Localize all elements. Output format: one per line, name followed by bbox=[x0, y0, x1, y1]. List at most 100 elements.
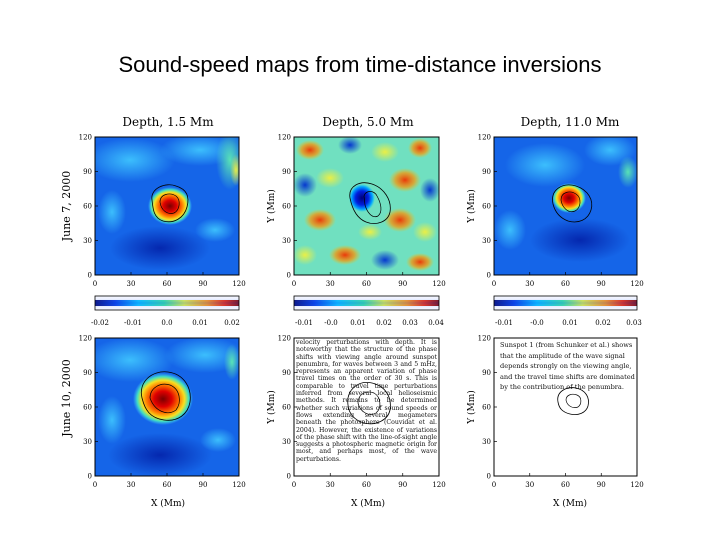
cb1-tick: 0.02 bbox=[224, 319, 240, 327]
x-tick-label-r1c3: 0 bbox=[492, 280, 496, 288]
colorbar-1-ticks: -0.02 -0.01 0.0 0.01 0.02 bbox=[91, 319, 240, 327]
x-tick-label-r2c2: 90 bbox=[398, 481, 407, 489]
axis-ticks: 0030306060909012012000303060609090120120… bbox=[79, 134, 644, 490]
patch bbox=[338, 137, 362, 154]
y-tick-label-r2c1: 90 bbox=[83, 369, 92, 377]
patch bbox=[358, 224, 382, 240]
patch bbox=[95, 138, 175, 182]
text-block-middle: velocity perturbations with depth. It is… bbox=[296, 339, 437, 463]
patch bbox=[505, 143, 585, 187]
contour-r2c2 bbox=[347, 382, 391, 425]
y-tick-label-r2c2: 90 bbox=[282, 369, 291, 377]
patch bbox=[224, 344, 239, 380]
contour-r1c1 bbox=[151, 184, 189, 223]
ylabel-r1c3: Y (Mm) bbox=[466, 189, 477, 224]
patch bbox=[420, 178, 439, 202]
x-tick-label-r1c2: 0 bbox=[292, 280, 296, 288]
y-tick-label-r1c2: 120 bbox=[278, 134, 291, 142]
cb3-tick: 0.01 bbox=[562, 319, 578, 327]
y-tick-label-r2c1: 0 bbox=[88, 473, 92, 481]
cb3-tick: 0.03 bbox=[626, 319, 642, 327]
contour-r2c1-inner bbox=[149, 383, 180, 413]
heatmap-r2c1 bbox=[95, 338, 239, 476]
x-tick-label-r1c1: 0 bbox=[93, 280, 97, 288]
x-tick-label-r1c1: 90 bbox=[199, 280, 208, 288]
panel-title-3: Depth, 11.0 Mm bbox=[521, 115, 620, 129]
xlabel-c3: X (Mm) bbox=[553, 498, 587, 509]
x-tick-label-r1c1: 120 bbox=[232, 280, 245, 288]
patch bbox=[371, 250, 399, 270]
cb1-tick: -0.01 bbox=[124, 319, 142, 327]
row-label-2: June 10, 2000 bbox=[60, 359, 73, 438]
patch bbox=[371, 142, 399, 162]
cb3-tick: -0.01 bbox=[495, 319, 513, 327]
y-tick-label-r2c2: 30 bbox=[282, 438, 291, 446]
contour-r1c3 bbox=[552, 184, 593, 223]
y-tick-label-r1c2: 0 bbox=[287, 272, 291, 280]
y-tick-label-r2c3: 120 bbox=[478, 335, 491, 343]
cb3-tick: -0.0 bbox=[530, 319, 544, 327]
y-tick-label-r2c2: 0 bbox=[287, 473, 291, 481]
y-tick-label-r2c3: 30 bbox=[482, 438, 491, 446]
panel-title-1: Depth, 1.5 Mm bbox=[122, 115, 214, 129]
patch bbox=[95, 338, 174, 382]
spot-feature bbox=[349, 184, 375, 212]
patch bbox=[304, 209, 336, 231]
xlabel-c2: X (Mm) bbox=[351, 498, 385, 509]
colorbar-3-ticks: -0.01 -0.0 0.01 0.02 0.03 bbox=[495, 319, 642, 327]
ylabel-r2c2: Y (Mm) bbox=[266, 390, 277, 425]
x-tick-label-r1c3: 60 bbox=[561, 280, 570, 288]
x-tick-label-r1c3: 90 bbox=[597, 280, 606, 288]
spot-feature bbox=[552, 183, 586, 213]
y-tick-label-r2c3: 90 bbox=[482, 369, 491, 377]
y-tick-label-r2c3: 0 bbox=[487, 473, 491, 481]
cb3-tick: 0.02 bbox=[595, 319, 611, 327]
y-tick-label-r1c3: 60 bbox=[482, 203, 491, 211]
cb2-tick: 0.04 bbox=[428, 319, 444, 327]
x-tick-label-r1c2: 90 bbox=[398, 280, 407, 288]
y-tick-label-r1c1: 60 bbox=[83, 203, 92, 211]
xlabel-c1: X (Mm) bbox=[151, 498, 185, 509]
patch bbox=[165, 338, 239, 373]
y-tick-label-r2c1: 120 bbox=[79, 335, 92, 343]
patch bbox=[108, 433, 212, 476]
y-tick-label-r1c1: 120 bbox=[79, 134, 92, 142]
heatmap-r1c1 bbox=[95, 137, 239, 275]
contour-r1c2 bbox=[349, 182, 391, 224]
ylabel-r1c2: Y (Mm) bbox=[266, 189, 277, 224]
y-tick-label-r2c2: 120 bbox=[278, 335, 291, 343]
patch bbox=[494, 210, 526, 250]
y-tick-label-r1c3: 120 bbox=[478, 134, 491, 142]
row-label-1: June 7, 2000 bbox=[60, 171, 73, 243]
y-tick-label-r1c1: 90 bbox=[83, 168, 92, 176]
x-tick-label-r2c1: 60 bbox=[163, 481, 172, 489]
colorbar-2-ticks: -0.01 -0.0 0.01 0.02 0.03 0.04 bbox=[295, 319, 444, 327]
contour-r1c2-inner bbox=[363, 191, 382, 218]
cb1-tick: 0.0 bbox=[161, 319, 172, 327]
patch bbox=[384, 208, 416, 232]
x-tick-label-r2c1: 30 bbox=[127, 481, 136, 489]
patch bbox=[316, 168, 344, 188]
contour-r2c3-inner bbox=[565, 393, 582, 408]
contour-r2c1 bbox=[140, 371, 191, 421]
patch bbox=[98, 190, 126, 234]
patch bbox=[195, 218, 235, 242]
cb2-tick: -0.0 bbox=[324, 319, 338, 327]
patch bbox=[530, 218, 630, 262]
patch bbox=[618, 156, 637, 188]
cb2-tick: -0.01 bbox=[295, 319, 313, 327]
colorbar-3 bbox=[493, 295, 638, 311]
patch bbox=[294, 245, 317, 265]
cb2-tick: 0.02 bbox=[376, 319, 392, 327]
panel-title-2: Depth, 5.0 Mm bbox=[322, 115, 414, 129]
contour-r1c3-inner bbox=[560, 191, 581, 213]
patch bbox=[294, 173, 317, 197]
x-tick-label-r1c3: 30 bbox=[525, 280, 534, 288]
patch bbox=[110, 226, 210, 270]
patch bbox=[230, 154, 239, 186]
y-tick-label-r1c2: 30 bbox=[282, 237, 291, 245]
patch bbox=[216, 137, 239, 190]
patch bbox=[389, 168, 421, 192]
x-tick-label-r2c2: 60 bbox=[362, 481, 371, 489]
